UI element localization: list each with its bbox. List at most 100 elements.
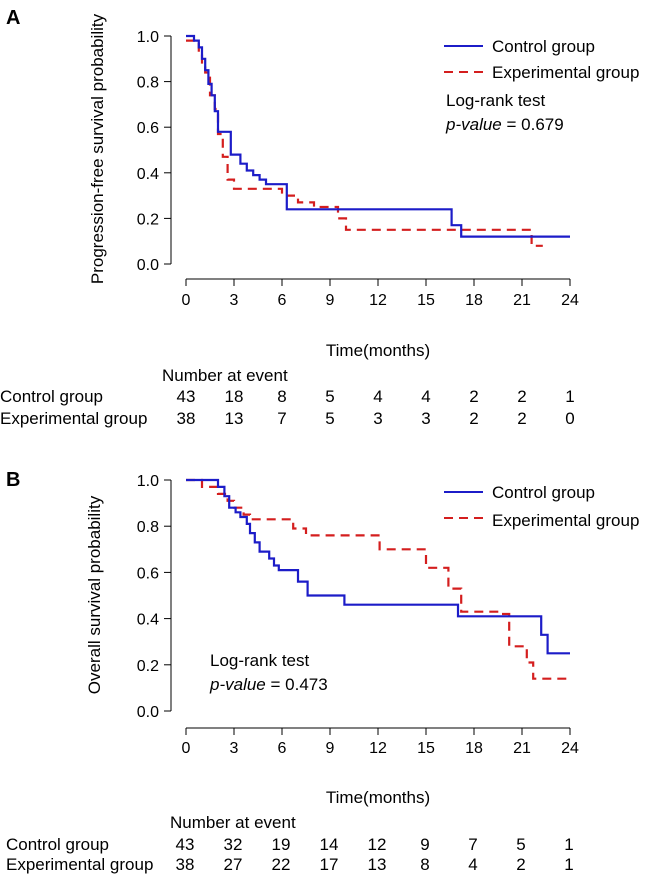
x-tick-label: 18 bbox=[465, 740, 483, 757]
legend-label-control: Control group bbox=[492, 483, 595, 502]
risk-value-control: 4 bbox=[373, 387, 382, 406]
legend: Control group Experimental group bbox=[444, 483, 639, 530]
x-tick-label: 12 bbox=[369, 292, 387, 309]
risk-value-control: 9 bbox=[420, 835, 429, 854]
risk-value-experimental: 0 bbox=[565, 409, 574, 428]
y-axis-label: Overall survival probability bbox=[85, 495, 104, 694]
risk-value-control: 2 bbox=[517, 387, 526, 406]
y-tick-label: 0.4 bbox=[137, 612, 159, 629]
experimental-group-curve bbox=[186, 478, 570, 680]
legend-label-experimental: Experimental group bbox=[492, 63, 639, 82]
y-tick-label: 0.6 bbox=[137, 565, 159, 582]
risk-value-control: 8 bbox=[277, 387, 286, 406]
x-tick-label: 3 bbox=[230, 292, 239, 309]
x-axis-label: Time(months) bbox=[326, 341, 430, 360]
risk-value-control: 2 bbox=[469, 387, 478, 406]
experimental-group-curve bbox=[186, 39, 543, 247]
p-value-label: p-value bbox=[209, 675, 266, 694]
x-tick-label: 3 bbox=[230, 740, 239, 757]
risk-table-title: Number at event bbox=[162, 366, 288, 385]
y-tick-label: 1.0 bbox=[137, 473, 159, 490]
risk-value-control: 12 bbox=[368, 835, 387, 854]
risk-value-experimental: 38 bbox=[176, 855, 195, 874]
panel-b: B Overall survival probability 0.0 0.2 0.4… bbox=[6, 469, 639, 874]
risk-value-control: 4 bbox=[421, 387, 430, 406]
risk-value-control: 1 bbox=[564, 835, 573, 854]
control-group-curve bbox=[186, 478, 570, 655]
risk-value-experimental: 17 bbox=[320, 855, 339, 874]
y-axis-label: Progression-free survival probability bbox=[88, 13, 107, 284]
x-tick-label: 12 bbox=[369, 740, 387, 757]
x-tick-label: 15 bbox=[417, 740, 435, 757]
risk-value-experimental: 2 bbox=[516, 855, 525, 874]
panel-label: B bbox=[6, 469, 20, 491]
risk-value-experimental: 2 bbox=[517, 409, 526, 428]
y-tick-label: 1.0 bbox=[137, 29, 159, 46]
risk-row-label-experimental: Experimental group bbox=[0, 409, 147, 428]
p-value-text: p-value = 0.473 bbox=[209, 675, 328, 694]
x-axis-label: Time(months) bbox=[326, 788, 430, 807]
risk-value-experimental: 27 bbox=[224, 855, 243, 874]
risk-table-title: Number at event bbox=[170, 813, 296, 832]
panel-label: A bbox=[6, 7, 20, 29]
x-tick-label: 6 bbox=[278, 740, 287, 757]
y-tick-label: 0.6 bbox=[137, 120, 159, 137]
risk-value-experimental: 4 bbox=[468, 855, 477, 874]
risk-value-experimental: 2 bbox=[469, 409, 478, 428]
risk-value-experimental: 1 bbox=[564, 855, 573, 874]
x-tick-label: 0 bbox=[182, 740, 191, 757]
y-tick-label: 0.2 bbox=[137, 658, 159, 675]
y-tick-label: 0.2 bbox=[137, 211, 159, 228]
x-tick-label: 24 bbox=[561, 740, 579, 757]
p-value-number: = 0.473 bbox=[266, 675, 328, 694]
risk-value-experimental: 13 bbox=[368, 855, 387, 874]
x-tick-label: 24 bbox=[561, 292, 579, 309]
log-rank-title: Log-rank test bbox=[210, 651, 309, 670]
x-tick-label: 21 bbox=[513, 292, 531, 309]
risk-value-experimental: 3 bbox=[373, 409, 382, 428]
x-tick-label: 15 bbox=[417, 292, 435, 309]
x-tick-label: 0 bbox=[182, 292, 191, 309]
risk-table: Number at event Control group Experiment… bbox=[0, 366, 575, 428]
p-value-label: p-value bbox=[445, 115, 502, 134]
control-group-curve bbox=[186, 34, 570, 238]
risk-value-control: 5 bbox=[516, 835, 525, 854]
risk-value-control: 1 bbox=[565, 387, 574, 406]
risk-row-label-control: Control group bbox=[6, 835, 109, 854]
y-tick-label: 0.0 bbox=[137, 704, 159, 721]
risk-value-experimental: 3 bbox=[421, 409, 430, 428]
risk-value-experimental: 13 bbox=[225, 409, 244, 428]
log-rank-annotation: Log-rank test p-value = 0.679 bbox=[445, 91, 564, 134]
y-tick-label: 0.8 bbox=[137, 75, 159, 92]
risk-row-label-experimental: Experimental group bbox=[6, 855, 153, 874]
legend: Control group Experimental group bbox=[444, 37, 639, 82]
risk-value-control: 32 bbox=[224, 835, 243, 854]
y-tick-label: 0.0 bbox=[137, 257, 159, 274]
log-rank-annotation: Log-rank test p-value = 0.473 bbox=[209, 651, 328, 694]
x-tick-label: 6 bbox=[278, 292, 287, 309]
risk-value-experimental: 8 bbox=[420, 855, 429, 874]
risk-value-control: 19 bbox=[272, 835, 291, 854]
y-tick-label: 0.8 bbox=[137, 519, 159, 536]
x-tick-label: 9 bbox=[326, 292, 335, 309]
panel-a: A Progression-free survival probability … bbox=[0, 7, 639, 428]
log-rank-title: Log-rank test bbox=[446, 91, 545, 110]
risk-value-control: 18 bbox=[225, 387, 244, 406]
risk-value-experimental: 7 bbox=[277, 409, 286, 428]
risk-value-experimental: 22 bbox=[272, 855, 291, 874]
y-tick-label: 0.4 bbox=[137, 166, 159, 183]
p-value-text: p-value = 0.679 bbox=[445, 115, 564, 134]
x-tick-label: 9 bbox=[326, 740, 335, 757]
risk-value-control: 43 bbox=[176, 835, 195, 854]
risk-table: Number at event Control group Experiment… bbox=[6, 813, 574, 874]
risk-value-experimental: 5 bbox=[325, 409, 334, 428]
legend-label-experimental: Experimental group bbox=[492, 511, 639, 530]
risk-value-control: 43 bbox=[177, 387, 196, 406]
x-tick-label: 21 bbox=[513, 740, 531, 757]
risk-value-control: 5 bbox=[325, 387, 334, 406]
risk-value-experimental: 38 bbox=[177, 409, 196, 428]
risk-row-label-control: Control group bbox=[0, 387, 103, 406]
risk-value-control: 7 bbox=[468, 835, 477, 854]
legend-label-control: Control group bbox=[492, 37, 595, 56]
